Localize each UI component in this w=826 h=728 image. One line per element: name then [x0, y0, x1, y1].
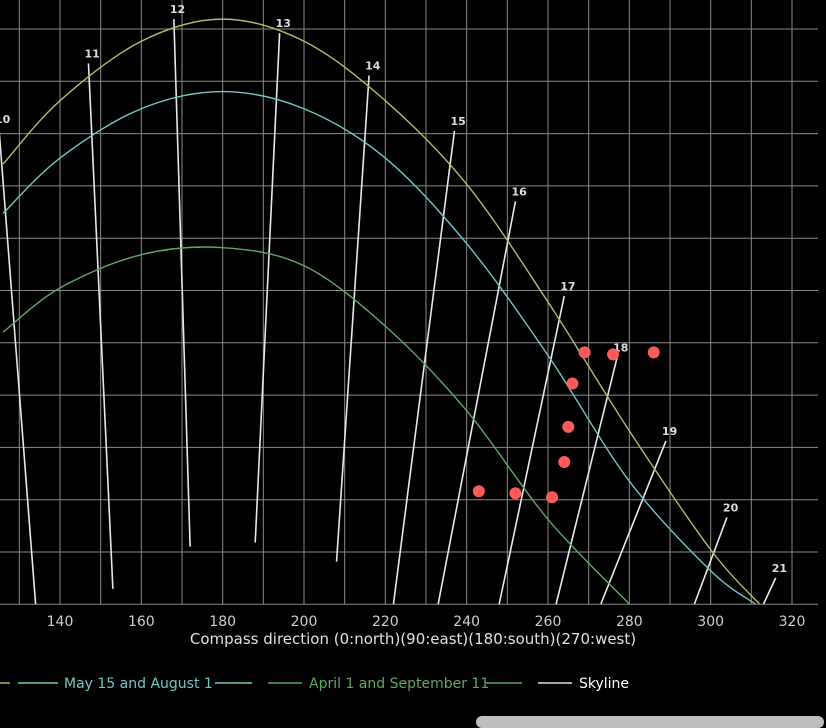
- hour-lines: [0, 19, 777, 605]
- legend-label-3: Skyline: [579, 676, 629, 692]
- hour-labels: 101112131415161718192021: [0, 3, 787, 575]
- series-summer: [2, 18, 760, 605]
- x-axis-ticks: 140 160 180 200 220 240 260 280 300 320: [47, 614, 806, 630]
- hour-line-13: [254, 33, 281, 543]
- hour-line-15: [392, 130, 456, 605]
- skyline-point-1: [578, 346, 591, 359]
- hour-line-20: [693, 517, 728, 605]
- x-axis-label: Compass direction (0:north)(90:east)(180…: [190, 630, 636, 648]
- x-tick-280: 280: [616, 614, 643, 630]
- skyline-point-2: [607, 348, 620, 361]
- series-apr_sep: [2, 246, 630, 605]
- x-tick-240: 240: [453, 614, 480, 630]
- home-indicator: [476, 716, 824, 728]
- hour-line-17: [498, 295, 566, 605]
- x-tick-300: 300: [697, 614, 724, 630]
- hour-label-17: 17: [560, 280, 575, 293]
- hour-line-18: [555, 357, 618, 605]
- hour-label-19: 19: [662, 425, 677, 438]
- hour-line-12: [173, 19, 191, 547]
- skyline-point-7: [472, 485, 485, 498]
- hour-line-21: [762, 577, 777, 605]
- x-tick-320: 320: [779, 614, 806, 630]
- skyline-points: [472, 346, 660, 504]
- hour-line-11: [87, 63, 114, 589]
- skyline-point-9: [546, 491, 559, 504]
- x-tick-180: 180: [209, 614, 236, 630]
- hour-line-14: [335, 75, 370, 562]
- skyline-point-6: [558, 456, 571, 469]
- skyline-point-4: [566, 377, 579, 390]
- legend-label-2: April 1 and September 11: [309, 676, 489, 692]
- sun-path-series: [2, 18, 760, 605]
- skyline-point-3: [647, 346, 660, 359]
- hour-label-20: 20: [723, 501, 739, 514]
- legend: May 15 and August 1 April 1 and September…: [0, 676, 629, 692]
- hour-label-15: 15: [450, 115, 465, 128]
- x-tick-140: 140: [47, 614, 74, 630]
- hour-label-14: 14: [365, 60, 381, 73]
- x-tick-200: 200: [291, 614, 318, 630]
- hour-line-16: [437, 201, 517, 605]
- hour-label-13: 13: [276, 17, 291, 30]
- skyline-point-8: [509, 487, 522, 500]
- x-tick-160: 160: [128, 614, 155, 630]
- x-tick-220: 220: [372, 614, 399, 630]
- grid: [0, 0, 818, 605]
- hour-label-21: 21: [772, 562, 787, 575]
- legend-label-1: May 15 and August 1: [64, 676, 213, 692]
- hour-line-10: [0, 131, 37, 605]
- hour-label-12: 12: [170, 3, 185, 16]
- hour-label-16: 16: [511, 185, 527, 198]
- hour-label-10: 10: [0, 113, 11, 126]
- hour-line-19: [600, 440, 667, 605]
- x-tick-260: 260: [535, 614, 562, 630]
- hour-label-11: 11: [84, 47, 99, 60]
- series-may_aug: [2, 90, 756, 605]
- skyline-point-5: [562, 420, 575, 433]
